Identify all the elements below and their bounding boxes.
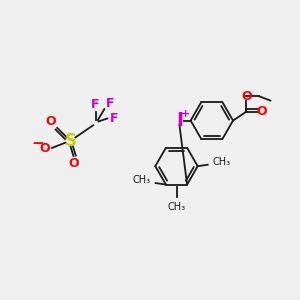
- Text: CH₃: CH₃: [132, 175, 150, 185]
- Text: CH₃: CH₃: [167, 202, 186, 212]
- Text: O: O: [40, 142, 50, 155]
- Text: I: I: [176, 111, 183, 130]
- Text: O: O: [241, 91, 252, 103]
- Text: O: O: [46, 115, 56, 128]
- Text: O: O: [68, 157, 79, 170]
- Text: S: S: [64, 132, 76, 150]
- Text: F: F: [91, 98, 100, 111]
- Text: F: F: [110, 112, 118, 125]
- Text: CH₃: CH₃: [212, 157, 230, 167]
- Text: −: −: [32, 136, 44, 151]
- Text: O: O: [257, 105, 268, 118]
- Text: +: +: [181, 109, 190, 119]
- Text: F: F: [106, 97, 115, 110]
